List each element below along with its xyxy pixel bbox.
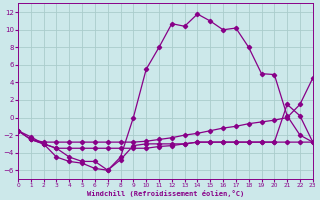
X-axis label: Windchill (Refroidissement éolien,°C): Windchill (Refroidissement éolien,°C) <box>87 190 244 197</box>
